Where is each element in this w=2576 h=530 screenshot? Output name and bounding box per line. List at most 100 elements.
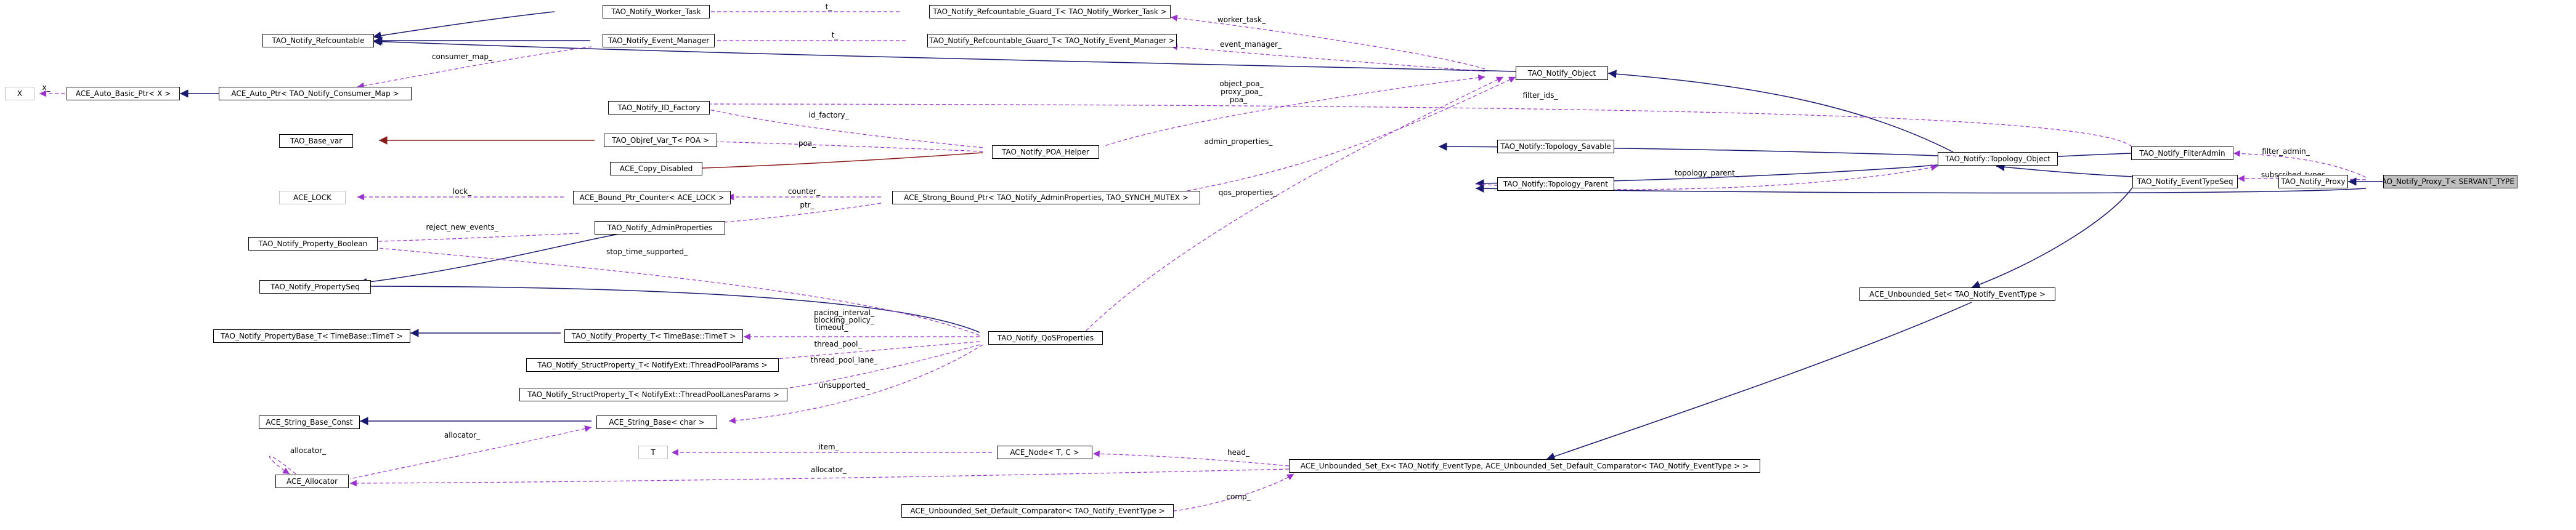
- edge-id-factory-to-filter-admin: [701, 100, 2132, 147]
- node-ace-node[interactable]: ACE_Node< T, C >: [997, 446, 1092, 459]
- edge-poa-helper-to-copy-disabled: [677, 152, 983, 173]
- node-poa-helper[interactable]: TAO_Notify_POA_Helper: [992, 145, 1099, 159]
- node-proxy-t[interactable]: TAO_Notify_Proxy_T< SERVANT_TYPE >: [2383, 175, 2517, 188]
- node-strong-bound-ptr[interactable]: ACE_Strong_Bound_Ptr< TAO_Notify_AdminPr…: [892, 191, 1200, 204]
- label-counter: counter_: [788, 187, 821, 196]
- edge-auto-ptr-to-event-manager: [357, 46, 592, 89]
- node-struct-thread-pool-lanes-params[interactable]: TAO_Notify_StructProperty_T< NotifyExt::…: [519, 388, 787, 401]
- node-worker-task[interactable]: TAO_Notify_Worker_Task: [603, 5, 710, 18]
- label-poa-helper-poa: poa_: [1230, 95, 1248, 104]
- edge-event-type-seq-to-topology-object: [1996, 163, 2133, 177]
- label-allocator-set: allocator_: [811, 465, 847, 474]
- label-consumer-map: consumer_map_: [432, 52, 493, 61]
- label-worker-task: worker_task_: [1217, 15, 1266, 24]
- node-tao-base-var[interactable]: TAO_Base_var: [279, 134, 353, 148]
- node-id-factory[interactable]: TAO_Notify_ID_Factory: [608, 101, 710, 114]
- node-notify-object[interactable]: TAO_Notify_Object: [1516, 66, 1608, 80]
- node-topology-parent[interactable]: TAO_Notify::Topology_Parent: [1497, 177, 1614, 191]
- node-topology-object[interactable]: TAO_Notify::Topology_Object: [1938, 152, 2058, 166]
- node-objref-var[interactable]: TAO_Objref_Var_T< POA >: [604, 134, 717, 147]
- edge-filter-admin-to-proxy: [2233, 150, 2367, 178]
- edge-topology-object-to-notify-object: [1607, 70, 1954, 153]
- label-head: head_: [1227, 448, 1250, 457]
- node-unbounded-set-ex[interactable]: ACE_Unbounded_Set_Ex< TAO_Notify_EventTy…: [1289, 459, 1760, 473]
- label-reject-new-events: reject_new_events_: [426, 223, 498, 231]
- label-topology-parent: topology_parent_: [1675, 169, 1739, 177]
- node-topology-savable[interactable]: TAO_Notify::Topology_Savable: [1497, 140, 1614, 153]
- edge-allocator-to-string-base: [349, 425, 592, 480]
- edge-strong-ptr-to-notify-object: [1176, 76, 1516, 193]
- label-admin-properties: admin_properties_: [1205, 137, 1274, 146]
- label-t-guard-worker: t_: [826, 2, 833, 11]
- label-item: item_: [818, 443, 839, 451]
- edge-thread-pool-lanes-to-qos: [747, 344, 980, 397]
- edge-id-factory-to-poa-helper: [700, 106, 983, 148]
- edge-notify-object-to-refcountable: [372, 37, 1516, 72]
- node-string-base-char[interactable]: ACE_String_Base< char >: [596, 416, 717, 429]
- node-auto-basic-ptr[interactable]: ACE_Auto_Basic_Ptr< X >: [67, 87, 180, 100]
- edge-boolean-to-admin-props: [357, 233, 580, 246]
- label-ptr: ptr_: [800, 201, 815, 209]
- node-proxy[interactable]: TAO_Notify_Proxy: [2278, 175, 2348, 188]
- node-t[interactable]: T: [638, 446, 668, 459]
- label-id-factory: id_factory_: [808, 111, 849, 119]
- edge-proxy-to-topology-parent: [1475, 184, 2367, 194]
- edge-allocator-self: [269, 456, 296, 475]
- node-property-base-timet[interactable]: TAO_Notify_PropertyBase_T< TimeBase::Tim…: [213, 329, 410, 343]
- node-copy-disabled[interactable]: ACE_Copy_Disabled: [610, 162, 702, 175]
- edge-objref-to-poa-helper: [708, 138, 983, 152]
- node-string-base-const[interactable]: ACE_String_Base_Const: [259, 416, 360, 429]
- node-property-seq[interactable]: TAO_Notify_PropertySeq: [259, 280, 371, 294]
- node-unbounded-set[interactable]: ACE_Unbounded_Set< TAO_Notify_EventType …: [1859, 287, 2055, 301]
- node-refcountable[interactable]: TAO_Notify_Refcountable: [262, 34, 374, 47]
- edge-guard-event-to-notify-object: [1170, 43, 1485, 72]
- node-auto-ptr-consumer-map[interactable]: ACE_Auto_Ptr< TAO_Notify_Consumer_Map >: [219, 87, 412, 100]
- label-unsupported: unsupported_: [819, 381, 870, 390]
- node-event-type-seq[interactable]: TAO_Notify_EventTypeSeq: [2132, 175, 2238, 188]
- node-guard-worker-task[interactable]: TAO_Notify_Refcountable_Guard_T< TAO_Not…: [929, 5, 1171, 18]
- label-timeout: timeout_: [816, 323, 849, 332]
- node-guard-event-manager[interactable]: TAO_Notify_Refcountable_Guard_T< TAO_Not…: [927, 34, 1177, 47]
- node-filter-admin[interactable]: TAO_Notify_FilterAdmin: [2131, 147, 2233, 160]
- label-event-manager: event_manager_: [1220, 40, 1282, 49]
- node-qos-properties[interactable]: TAO_Notify_QoSProperties: [988, 331, 1103, 345]
- label-thread-pool-lane: thread_pool_lane_: [811, 356, 879, 364]
- label-allocator-self: allocator_: [290, 446, 327, 455]
- node-default-comparator[interactable]: ACE_Unbounded_Set_Default_Comparator< TA…: [901, 504, 1174, 518]
- node-bound-ptr-counter[interactable]: ACE_Bound_Ptr_Counter< ACE_LOCK >: [573, 191, 731, 204]
- node-property-boolean[interactable]: TAO_Notify_Property_Boolean: [248, 237, 378, 251]
- label-objref-poa: poa_: [798, 139, 816, 148]
- edge-poa-helper-to-notify-object: [1102, 74, 1485, 147]
- label-t-guard-event: t_: [832, 31, 839, 39]
- label-x: x_: [42, 83, 51, 92]
- label-qos-properties: qos_properties_: [1219, 188, 1277, 197]
- edge-qos-to-notify-object: [1084, 76, 1504, 333]
- label-filter-admin: filter_admin_: [2262, 147, 2310, 156]
- edge-comparator-to-set-ex: [1173, 473, 1294, 512]
- label-pacing-interval: pacing_interval_: [814, 308, 875, 317]
- node-ace-lock[interactable]: ACE_LOCK: [279, 191, 346, 204]
- edge-allocator-to-set-ex: [349, 468, 1290, 487]
- node-x[interactable]: X: [5, 87, 35, 100]
- edge-guard-worker-to-notify-object: [1170, 14, 1485, 70]
- label-allocator-string: allocator_: [444, 431, 481, 440]
- edge-node-to-set-ex: [1092, 450, 1290, 467]
- label-blocking-policy: blocking_policy_: [814, 316, 875, 324]
- node-struct-thread-pool-params[interactable]: TAO_Notify_StructProperty_T< NotifyExt::…: [526, 358, 779, 372]
- edge-event-type-seq-to-unbounded-set: [1971, 188, 2132, 289]
- label-proxy-poa: proxy_poa_: [1221, 87, 1263, 96]
- label-comp: comp_: [1226, 492, 1251, 501]
- edge-qos-properties-to-property-seq: [358, 282, 980, 333]
- label-filter-ids: filter_ids_: [1522, 91, 1558, 100]
- label-lock: lock_: [453, 187, 472, 196]
- node-event-manager[interactable]: TAO_Notify_Event_Manager: [603, 34, 715, 47]
- edge-boolean-to-qos: [358, 243, 980, 336]
- edge-admin-properties-to-property-seq: [358, 233, 623, 287]
- node-property-timet[interactable]: TAO_Notify_Property_T< TimeBase::TimeT >: [564, 329, 743, 343]
- edge-worker-task-to-refcountable: [372, 11, 555, 40]
- node-ace-allocator[interactable]: ACE_Allocator: [275, 475, 349, 488]
- label-object-poa: object_poa_: [1219, 79, 1264, 88]
- node-admin-properties[interactable]: TAO_Notify_AdminProperties: [595, 221, 725, 235]
